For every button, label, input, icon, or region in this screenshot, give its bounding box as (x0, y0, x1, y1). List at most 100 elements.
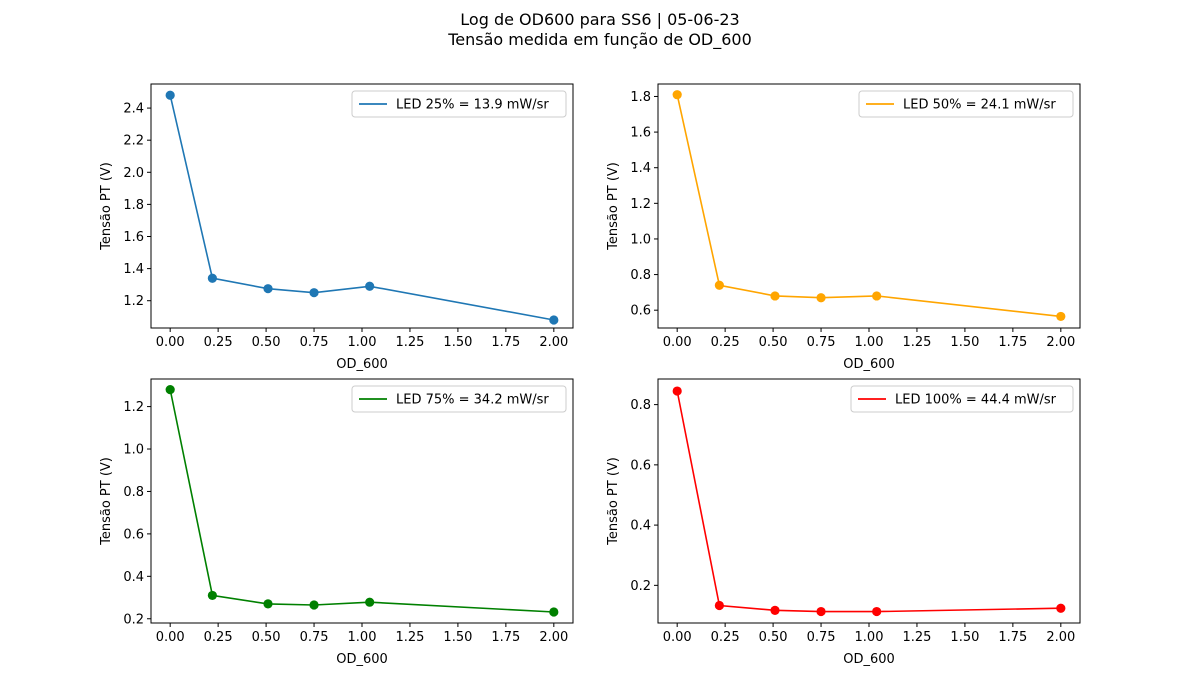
y-axis-label: Tensão PT (V) (606, 162, 621, 251)
series-line (677, 95, 1061, 317)
y-tick-label: 2.4 (123, 102, 144, 117)
y-tick-label: 1.8 (630, 90, 651, 105)
x-tick-label: 1.25 (395, 335, 424, 350)
x-tick-label: 0.25 (204, 630, 233, 645)
y-tick-label: 1.6 (123, 230, 144, 245)
data-point (872, 607, 881, 616)
y-tick-label: 0.8 (123, 485, 144, 500)
data-point (872, 291, 881, 300)
y-tick-label: 1.0 (123, 443, 144, 458)
x-tick-label: 0.50 (759, 630, 788, 645)
data-point (673, 386, 682, 395)
y-tick-label: 1.4 (630, 161, 651, 176)
x-tick-label: 0.50 (759, 335, 788, 350)
legend: LED 75% = 34.2 mW/sr (352, 386, 566, 412)
data-point (309, 288, 318, 297)
x-axis-label: OD_600 (336, 652, 388, 667)
x-tick-label: 0.25 (204, 335, 233, 350)
x-axis-label: OD_600 (843, 652, 895, 667)
legend-label: LED 25% = 13.9 mW/sr (396, 98, 549, 113)
legend-label: LED 50% = 24.1 mW/sr (903, 98, 1056, 113)
y-tick-label: 0.8 (630, 398, 651, 413)
data-point (166, 385, 175, 394)
data-point (365, 282, 374, 291)
data-point (208, 591, 217, 600)
subplot-3: 0.00 0.25 0.50 0.75 1.00 1.25 1.50 1.75 2.00 0.2 0… (99, 379, 573, 667)
data-point (549, 315, 558, 324)
x-tick-label: 1.75 (491, 630, 520, 645)
subplot-1: 0.00 0.25 0.50 0.75 1.00 1.25 1.50 1.75 2.00 1.2 1… (99, 84, 573, 372)
series-line (677, 391, 1061, 612)
legend-label: LED 100% = 44.4 mW/sr (895, 393, 1057, 408)
data-point (309, 600, 318, 609)
data-point (365, 598, 374, 607)
data-point (770, 291, 779, 300)
x-tick-label: 1.75 (998, 630, 1027, 645)
y-tick-label: 0.4 (123, 570, 144, 585)
y-tick-label: 1.4 (123, 262, 144, 277)
y-tick-label: 1.2 (123, 400, 144, 415)
y-tick-label: 1.6 (630, 126, 651, 141)
legend: LED 100% = 44.4 mW/sr (851, 386, 1073, 412)
x-tick-label: 1.25 (395, 630, 424, 645)
x-tick-label: 1.50 (950, 335, 979, 350)
x-tick-label: 1.25 (902, 630, 931, 645)
x-tick-label: 1.25 (902, 335, 931, 350)
data-point (816, 607, 825, 616)
y-tick-label: 0.8 (630, 268, 651, 283)
y-axis-label: Tensão PT (V) (99, 162, 114, 251)
series-line (170, 390, 554, 612)
y-axis-label: Tensão PT (V) (606, 457, 621, 546)
y-tick-label: 0.4 (630, 519, 651, 534)
data-point (549, 607, 558, 616)
x-tick-label: 1.00 (348, 335, 377, 350)
x-tick-label: 0.75 (300, 335, 329, 350)
data-point (816, 293, 825, 302)
subplot-4: 0.00 0.25 0.50 0.75 1.00 1.25 1.50 1.75 2.00 0.2 0… (606, 379, 1080, 667)
y-tick-label: 0.2 (123, 612, 144, 627)
axes-frame (151, 84, 573, 328)
x-tick-label: 0.00 (156, 630, 185, 645)
x-tick-label: 1.00 (855, 335, 884, 350)
x-tick-label: 0.75 (300, 630, 329, 645)
data-point (770, 606, 779, 615)
legend: LED 50% = 24.1 mW/sr (859, 91, 1073, 117)
subplot-2: 0.00 0.25 0.50 0.75 1.00 1.25 1.50 1.75 2.00 0.6 0… (606, 84, 1080, 372)
y-tick-label: 0.6 (630, 304, 651, 319)
x-tick-label: 1.50 (950, 630, 979, 645)
x-tick-label: 1.00 (348, 630, 377, 645)
y-tick-label: 1.2 (123, 294, 144, 309)
x-tick-label: 0.00 (156, 335, 185, 350)
x-tick-label: 1.50 (443, 630, 472, 645)
axes-frame (658, 84, 1080, 328)
x-tick-label: 1.75 (998, 335, 1027, 350)
y-tick-label: 1.8 (123, 198, 144, 213)
data-point (166, 91, 175, 100)
data-point (673, 90, 682, 99)
x-tick-label: 2.00 (539, 335, 568, 350)
x-tick-label: 2.00 (539, 630, 568, 645)
x-axis-label: OD_600 (336, 357, 388, 372)
y-tick-label: 0.6 (123, 527, 144, 542)
x-tick-label: 0.25 (711, 335, 740, 350)
y-tick-label: 0.2 (630, 579, 651, 594)
y-tick-label: 2.0 (123, 166, 144, 181)
y-tick-label: 1.0 (630, 232, 651, 247)
y-tick-label: 0.6 (630, 458, 651, 473)
data-point (263, 599, 272, 608)
x-tick-label: 0.75 (807, 335, 836, 350)
x-tick-label: 0.50 (252, 630, 281, 645)
x-tick-label: 0.00 (663, 630, 692, 645)
x-tick-label: 1.00 (855, 630, 884, 645)
axes-frame (658, 379, 1080, 623)
x-tick-label: 0.75 (807, 630, 836, 645)
data-point (263, 284, 272, 293)
x-tick-label: 2.00 (1046, 630, 1075, 645)
axes-frame (151, 379, 573, 623)
x-tick-label: 2.00 (1046, 335, 1075, 350)
x-axis-label: OD_600 (843, 357, 895, 372)
legend: LED 25% = 13.9 mW/sr (352, 91, 566, 117)
x-tick-label: 1.50 (443, 335, 472, 350)
y-axis-label: Tensão PT (V) (99, 457, 114, 546)
